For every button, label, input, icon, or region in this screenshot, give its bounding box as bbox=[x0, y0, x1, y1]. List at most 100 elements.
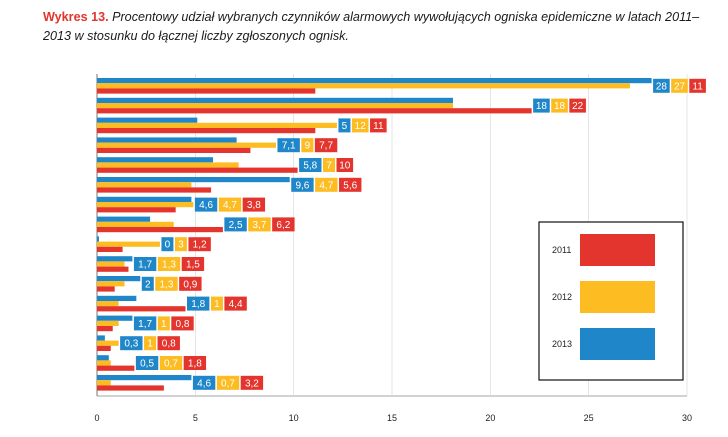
value-label-box-2013 bbox=[653, 78, 670, 93]
bar-2013 bbox=[97, 256, 133, 262]
value-label-box-2012 bbox=[551, 98, 568, 113]
bar-group: 1,8 1 4,4 bbox=[97, 295, 247, 312]
bar-2013 bbox=[97, 355, 109, 361]
value-label-box-2012 bbox=[144, 336, 157, 351]
bar-2012 bbox=[97, 162, 239, 168]
legend-label-2013: 2013 bbox=[552, 339, 572, 349]
bar-2011 bbox=[97, 128, 316, 134]
value-label-box-2013 bbox=[192, 375, 216, 390]
value-label-2012: 7 bbox=[326, 161, 332, 172]
value-label-2011: 11 bbox=[692, 81, 703, 92]
bar-2011 bbox=[97, 246, 123, 252]
bar-2011 bbox=[97, 88, 316, 94]
value-label-box-2012 bbox=[323, 158, 335, 172]
bar-group: 9,6 4,7 5,6 bbox=[97, 177, 362, 193]
value-label-2011: 10 bbox=[339, 161, 351, 172]
value-label-2012: 9 bbox=[305, 141, 311, 152]
value-label-box-2011 bbox=[171, 316, 194, 331]
value-label-box-2013 bbox=[161, 237, 174, 252]
x-tick-label: 15 bbox=[387, 413, 397, 423]
value-label-2013: 7,1 bbox=[282, 141, 296, 152]
bar-2012 bbox=[97, 221, 174, 227]
value-label-box-2013 bbox=[277, 138, 300, 153]
bar-2012 bbox=[97, 380, 111, 386]
value-label-box-2013 bbox=[194, 197, 218, 212]
bar-2012 bbox=[97, 83, 630, 89]
value-label-box-2013 bbox=[135, 356, 159, 370]
value-label-2013: 18 bbox=[536, 101, 548, 112]
value-label-box-2011 bbox=[183, 356, 207, 370]
chart-title: Wykres 13. Procentowy udział wybranych c… bbox=[43, 8, 713, 46]
value-label-box-2012 bbox=[157, 257, 181, 271]
bar-2011 bbox=[97, 306, 186, 312]
value-label-box-2011 bbox=[370, 118, 387, 133]
x-tick-label: 25 bbox=[584, 413, 594, 423]
bar-2013 bbox=[97, 177, 290, 183]
bar-group: 5,8 7 10 bbox=[97, 157, 354, 173]
value-label-2011: 3,8 bbox=[247, 200, 261, 211]
value-label-box-2011 bbox=[224, 296, 247, 311]
bar-2012 bbox=[97, 182, 192, 188]
value-label-box-2013 bbox=[291, 177, 314, 192]
value-label-2013: 0,3 bbox=[124, 339, 138, 350]
value-label-box-2012 bbox=[301, 138, 314, 153]
value-label-box-2012 bbox=[159, 356, 183, 370]
bar-2011 bbox=[97, 167, 298, 173]
value-label-2012: 12 bbox=[355, 121, 367, 132]
value-label-box-2011 bbox=[569, 98, 586, 113]
legend-swatch-2013 bbox=[580, 328, 655, 360]
value-label-2011: 4,4 bbox=[229, 299, 243, 310]
bar-2011 bbox=[97, 286, 115, 292]
value-label-box-2013 bbox=[187, 296, 210, 311]
legend-swatch-2012 bbox=[580, 281, 655, 313]
bar-2013 bbox=[97, 97, 453, 103]
value-label-box-2011 bbox=[188, 237, 211, 252]
value-label-2011: 1,2 bbox=[193, 240, 207, 251]
value-label-box-2013 bbox=[133, 257, 157, 271]
value-label-2012: 4,7 bbox=[223, 200, 237, 211]
value-label-box-2012 bbox=[174, 237, 187, 252]
bar-2011 bbox=[97, 365, 135, 371]
value-label-box-2012 bbox=[218, 197, 242, 212]
chart-title-text: Procentowy udział wybranych czynników al… bbox=[43, 10, 700, 43]
value-label-box-2011 bbox=[179, 276, 202, 291]
value-label-2012: 1,3 bbox=[162, 260, 176, 271]
bar-2013 bbox=[97, 137, 237, 143]
bar-2011 bbox=[97, 207, 176, 213]
value-label-2011: 1,5 bbox=[186, 260, 200, 271]
bar-2012 bbox=[97, 122, 337, 128]
value-label-2011: 6,2 bbox=[276, 220, 290, 231]
bar-2012 bbox=[97, 103, 453, 109]
bar-group: 4,6 0,7 3,2 bbox=[97, 375, 264, 391]
bar-2012 bbox=[97, 340, 119, 346]
value-label-box-2013 bbox=[533, 98, 550, 113]
bar-group: 28 27 11 bbox=[97, 78, 706, 94]
value-label-2012: 3 bbox=[178, 240, 184, 251]
value-label-box-2012 bbox=[155, 276, 178, 291]
bar-2012 bbox=[97, 320, 119, 326]
bar-group: 0,5 0,7 1,8 bbox=[97, 355, 207, 371]
bar-group: 5 12 11 bbox=[97, 117, 387, 134]
value-label-2011: 3,2 bbox=[245, 378, 259, 389]
value-label-box-2011 bbox=[157, 336, 180, 351]
value-label-box-2011 bbox=[314, 138, 338, 153]
bar-2011 bbox=[97, 187, 212, 193]
bar-group: 2,5 3,7 6,2 bbox=[97, 216, 295, 233]
value-label-2011: 11 bbox=[373, 121, 384, 132]
value-label-box-2011 bbox=[181, 257, 205, 271]
value-label-2012: 1 bbox=[214, 299, 220, 310]
value-label-2011: 0,8 bbox=[162, 339, 176, 350]
value-label-2012: 1 bbox=[161, 319, 167, 330]
value-label-2013: 2,5 bbox=[229, 220, 243, 231]
value-label-box-2011 bbox=[336, 158, 354, 172]
value-label-2012: 1,3 bbox=[160, 279, 174, 290]
value-label-box-2011 bbox=[272, 217, 295, 232]
value-label-2011: 22 bbox=[572, 101, 584, 112]
value-label-2012: 0,7 bbox=[221, 378, 235, 389]
bar-2013 bbox=[97, 196, 192, 202]
value-label-box-2013 bbox=[141, 276, 154, 291]
legend: 2011 2012 2013 bbox=[538, 221, 684, 381]
value-label-2013: 0,5 bbox=[140, 359, 154, 370]
value-label-box-2011 bbox=[242, 197, 266, 212]
bar-2012 bbox=[97, 241, 160, 247]
